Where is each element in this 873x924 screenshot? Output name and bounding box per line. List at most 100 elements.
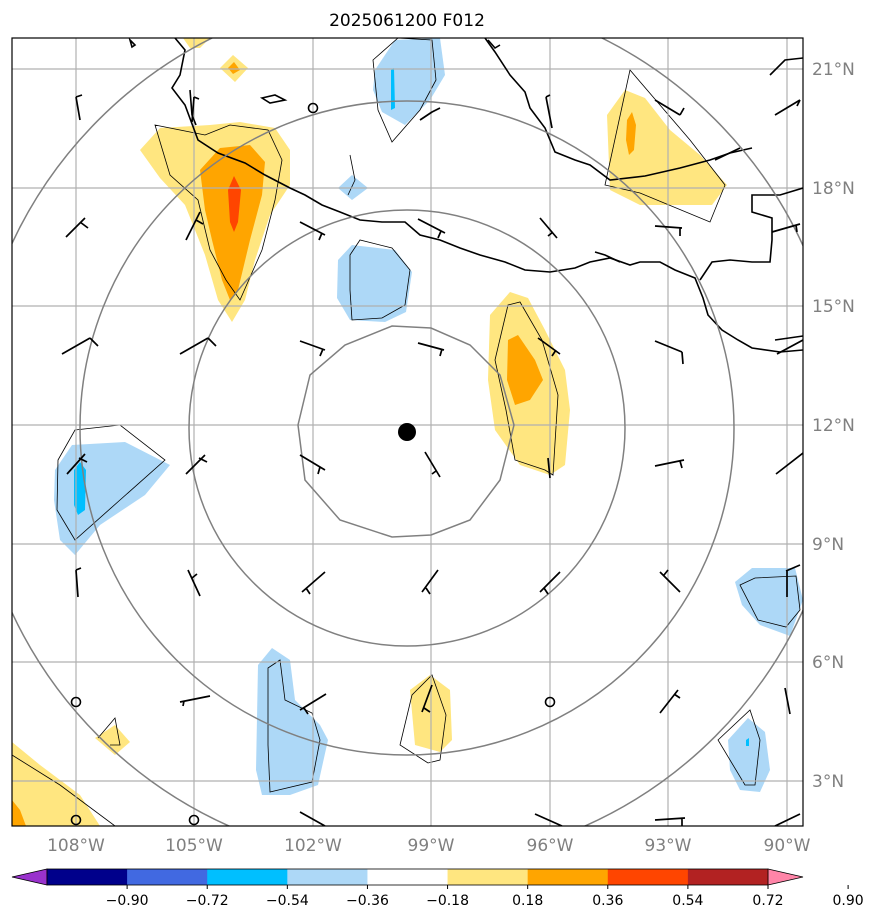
negative-region [256,648,328,795]
negative-region [337,245,412,322]
wind-barb [299,811,326,826]
lat-label: 3°N [812,772,844,792]
lon-label: 102°W [284,836,342,856]
positive-region [12,742,100,826]
positive-region [626,112,636,155]
wind-barb [785,564,801,597]
colorbar-segment [527,869,609,885]
lat-label: 21°N [812,60,855,80]
colorbar-extend-low [11,868,48,886]
map-panel [12,38,803,826]
wind-barb [654,225,683,236]
wind-barb [301,571,326,595]
wind-barb [771,223,801,233]
wind-barb [299,454,326,475]
wind-barb [545,94,553,129]
wind-barb [539,571,561,595]
latitude-labels: 21°N 18°N 15°N 12°N 9°N 6°N 3°N [812,60,855,792]
lon-label: 93°W [645,836,692,856]
wind-barb [417,342,445,357]
wind-barb [185,211,204,241]
wind-barb [66,453,88,475]
map-frame [11,37,804,827]
negative-region [746,738,749,746]
wind-barb [547,457,551,479]
positive-region [228,62,240,74]
wind-barb [75,567,82,598]
wind-barb [417,218,446,239]
wind-barb [654,817,686,826]
wind-barb [534,813,563,826]
colorbar-tick-label: 0.90 [833,893,864,909]
wind-barbs [61,94,803,826]
colorbar-tick-label: 0.18 [512,893,543,909]
wind-barb [537,337,561,357]
lon-label: 99°W [408,836,455,856]
wind-barb [61,337,99,355]
wind-barb [421,684,433,713]
wind-barb [776,339,803,355]
wind-barb [299,693,327,715]
wind-barb [784,687,791,715]
wind-barb [654,340,684,365]
lat-label: 9°N [812,535,844,555]
lon-label: 96°W [527,836,574,856]
colorbar-tick-label: −0.54 [266,893,309,909]
wind-barb [774,99,801,116]
wind-barb [424,451,441,478]
wind-barb [654,459,685,469]
colorbar-segment [47,869,128,885]
colorbar-frame [46,868,769,886]
calm-markers [70,102,556,826]
positive-region [12,800,26,826]
positive-region [507,335,543,405]
calm-circle [70,814,82,826]
calm-circle [307,102,319,114]
wind-barb [299,221,326,241]
wind-barb [179,695,211,707]
range-ring [79,100,735,756]
lat-label: 15°N [812,297,855,317]
positive-region [95,725,130,755]
negative-region [735,568,803,636]
colorbar-segment [127,869,208,885]
colorbar-tick-label: −0.72 [186,893,229,909]
lon-label: 108°W [47,836,105,856]
lat-label: 6°N [812,653,844,673]
wind-barb [75,94,83,121]
wind-barb [191,96,200,123]
calm-circle [70,696,82,708]
lat-label: 12°N [812,416,855,436]
colorbar-tick-label: 0.72 [752,893,783,909]
range-rings [12,38,803,826]
wind-barb [659,569,681,593]
negative-region [391,68,395,110]
wind-barb [187,569,201,597]
lon-label: 90°W [764,836,811,856]
colorbar-segment [287,869,368,885]
colorbar-tick-label: 0.54 [672,893,703,909]
colorbar-tick-label: −0.90 [106,893,149,909]
graticule [12,38,803,826]
range-ring [297,325,515,538]
colorbar-tick-label: −0.18 [426,893,469,909]
positive-region [228,176,241,232]
wind-barb [179,337,217,355]
colorbar-tick-label: −0.36 [346,893,389,909]
contour-lines [12,38,801,826]
range-ring [188,209,626,647]
wind-barb [659,689,681,714]
colorbar-segment [367,869,449,885]
longitude-labels: 108°W 105°W 102°W 99°W 96°W 93°W 90°W [47,836,811,856]
wind-barb [419,107,441,121]
wind-barb [775,452,803,475]
wind-barb [654,99,685,116]
colorbar: −0.90 −0.72 −0.54 −0.36 −0.18 0.18 0.36 0.54 0.7… [11,868,864,909]
colorbar-tick-label: 0.36 [592,893,623,909]
colorbar-segment [207,869,288,885]
colorbar-segment [447,869,529,885]
wind-barb [774,813,801,826]
calm-circle [544,696,556,708]
calm-circle [188,814,200,826]
